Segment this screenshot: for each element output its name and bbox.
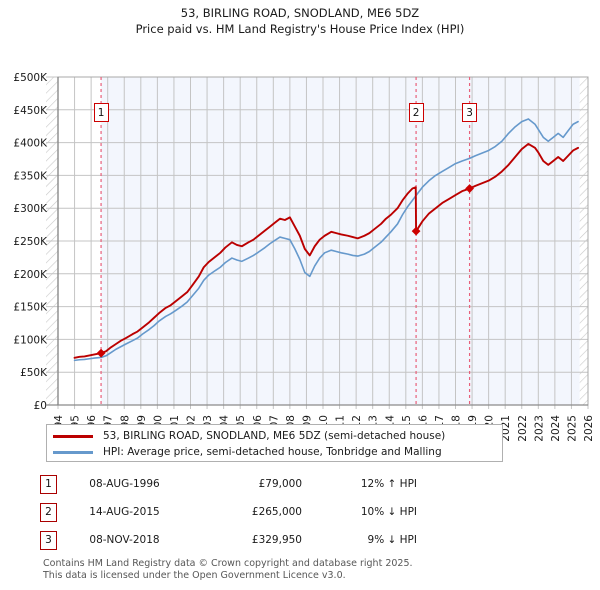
- chart-legend: 53, BIRLING ROAD, SNODLAND, ME6 5DZ (sem…: [46, 424, 503, 462]
- table-row[interactable]: 3 08-NOV-2018 £329,950 9% ↓ HPI: [40, 526, 460, 554]
- legend-swatch-hpi: [53, 450, 93, 454]
- price-history-chart: £0 £50K £100K £150K £200K £250K £300K £350K £400…: [0, 37, 600, 457]
- svg-text:£200K: £200K: [13, 269, 48, 281]
- copyright-footer: Contains HM Land Registry data © Crown c…: [43, 558, 573, 581]
- sale-price: £79,000: [258, 478, 302, 490]
- sale-marker-callout-1[interactable]: 1: [93, 103, 109, 122]
- svg-text:2024: 2024: [550, 415, 562, 442]
- svg-text:£400K: £400K: [13, 138, 48, 150]
- page-title: 53, BIRLING ROAD, SNODLAND, ME6 5DZ Pric…: [0, 0, 600, 37]
- hpi-delta: 12% ↑ HPI: [360, 478, 417, 490]
- hpi-delta: 9% ↓ HPI: [367, 534, 417, 546]
- legend-item-property: 53, BIRLING ROAD, SNODLAND, ME6 5DZ (sem…: [53, 428, 496, 444]
- sale-marker-callout-2[interactable]: 2: [408, 103, 424, 122]
- svg-text:2021: 2021: [500, 415, 512, 442]
- svg-text:2025: 2025: [566, 415, 578, 442]
- legend-swatch-property: [53, 434, 93, 438]
- transactions-table: 1 08-AUG-1996 £79,000 12% ↑ HPI 2 14-AUG…: [40, 470, 460, 554]
- table-row[interactable]: 1 08-AUG-1996 £79,000 12% ↑ HPI: [40, 470, 460, 498]
- svg-text:2026: 2026: [583, 415, 595, 442]
- sale-marker-callout-3[interactable]: 3: [462, 103, 478, 122]
- svg-text:£50K: £50K: [20, 367, 48, 379]
- svg-text:£500K: £500K: [13, 72, 48, 84]
- sale-date: 14-AUG-2015: [89, 506, 160, 518]
- svg-text:£100K: £100K: [13, 334, 48, 346]
- sale-date: 08-AUG-1996: [89, 478, 160, 490]
- sale-date: 08-NOV-2018: [89, 534, 160, 546]
- legend-item-hpi: HPI: Average price, semi-detached house,…: [53, 444, 496, 460]
- legend-label-property: 53, BIRLING ROAD, SNODLAND, ME6 5DZ (sem…: [103, 430, 446, 442]
- footer-line-1: Contains HM Land Registry data © Crown c…: [43, 558, 413, 569]
- table-row[interactable]: 2 14-AUG-2015 £265,000 10% ↓ HPI: [40, 498, 460, 526]
- sale-price: £329,950: [251, 534, 302, 546]
- sale-price: £265,000: [251, 506, 302, 518]
- title-line-2: Price paid vs. HM Land Registry's House …: [135, 22, 465, 36]
- svg-text:2022: 2022: [517, 415, 529, 442]
- hpi-delta: 10% ↓ HPI: [360, 506, 417, 518]
- svg-text:£450K: £450K: [13, 105, 48, 117]
- row-index-badge: 2: [40, 502, 57, 522]
- row-index-badge: 1: [40, 474, 57, 494]
- svg-text:£0: £0: [34, 400, 47, 412]
- svg-text:£300K: £300K: [13, 203, 48, 215]
- footer-line-2: This data is licensed under the Open Gov…: [43, 569, 346, 581]
- svg-text:2023: 2023: [533, 415, 545, 442]
- title-line-1: 53, BIRLING ROAD, SNODLAND, ME6 5DZ: [180, 6, 420, 20]
- svg-text:£350K: £350K: [13, 170, 48, 182]
- svg-text:£150K: £150K: [13, 302, 48, 314]
- svg-text:£250K: £250K: [13, 236, 48, 248]
- row-index-badge: 3: [40, 530, 57, 550]
- chart-canvas: £0 £50K £100K £150K £200K £250K £300K £350K £400…: [13, 72, 595, 442]
- legend-label-hpi: HPI: Average price, semi-detached house,…: [103, 446, 442, 458]
